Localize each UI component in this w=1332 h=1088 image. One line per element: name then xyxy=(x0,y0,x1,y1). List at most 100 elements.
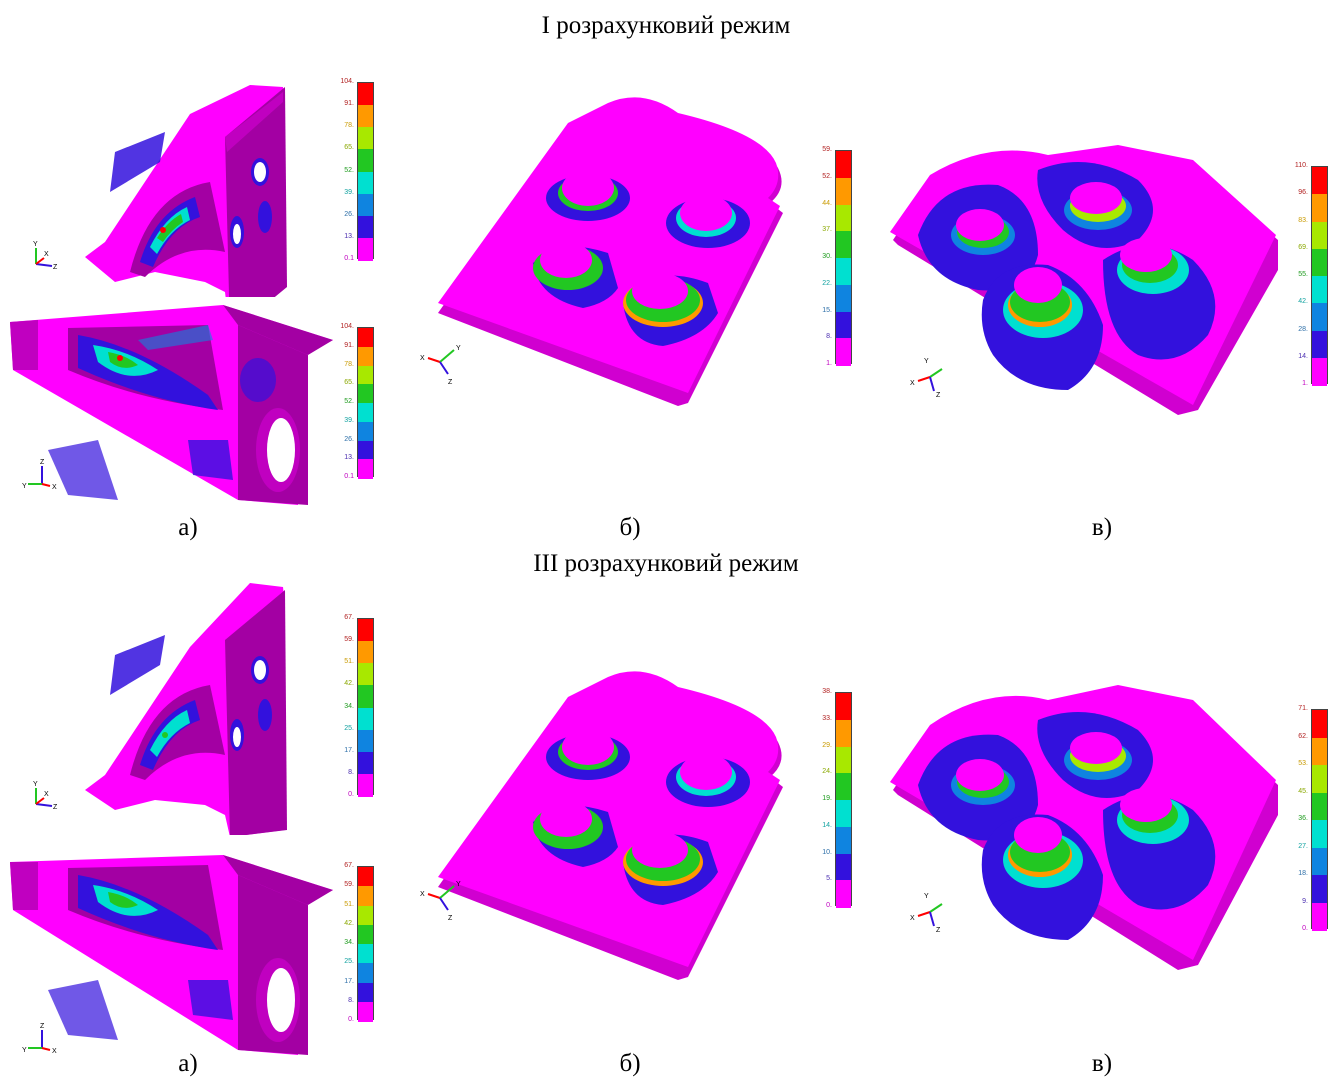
legend-tick-label: 1. xyxy=(826,360,832,367)
legend-color-band xyxy=(1312,167,1327,195)
legend-tick-label: 104. xyxy=(340,78,354,85)
legend-color-band xyxy=(1312,357,1327,386)
caption-b: б) xyxy=(619,1050,641,1077)
legend-tick-label: 17. xyxy=(344,977,354,985)
legend-color-band xyxy=(358,328,373,348)
legend-tick-label: 1. xyxy=(1302,380,1308,387)
legend-color-band xyxy=(358,105,373,128)
caption-a: а) xyxy=(178,514,198,541)
legend-tick-label: 14. xyxy=(822,821,832,829)
legend-color-band xyxy=(1312,765,1327,793)
legend-tick-label: 33. xyxy=(822,714,832,722)
legend-color-bar xyxy=(357,82,374,261)
legend-color-band xyxy=(358,751,373,775)
legend-color-band xyxy=(358,619,373,642)
legend-color-band xyxy=(1312,737,1327,766)
legend-color-band xyxy=(1312,330,1327,359)
legend-tick-label: 52. xyxy=(344,166,354,174)
legend-tick-label: 29. xyxy=(822,741,832,749)
axis-x-label: X xyxy=(52,1048,57,1055)
legend-tick-label: 27. xyxy=(1298,842,1308,850)
legend-color-band xyxy=(358,440,373,460)
legend-tick-label: 8. xyxy=(348,996,354,1004)
legend-tick-label: 13. xyxy=(344,232,354,240)
legend-tick-label: 42. xyxy=(344,680,354,688)
legend-color-band xyxy=(1312,820,1327,848)
axis-x-label: X xyxy=(420,891,425,898)
legend-color-band xyxy=(358,384,373,404)
axis-triad-plate: X Y Z xyxy=(418,878,464,924)
legend-color-band xyxy=(358,215,373,239)
legend-color-band xyxy=(836,800,851,828)
legend-color-band xyxy=(358,729,373,753)
legend-color-band xyxy=(358,773,373,797)
legend-tick-label: 51. xyxy=(344,900,354,908)
axis-z-label: Z xyxy=(448,915,453,922)
legend-tick-label: 13. xyxy=(344,454,354,462)
legend-color-band xyxy=(358,237,373,261)
legend-tick-label: 91. xyxy=(344,341,354,349)
axis-z-label: Z xyxy=(40,1023,45,1030)
legend-tick-label: 83. xyxy=(1298,216,1308,224)
color-legend: 67. 59. 51. 42. 34. 25. 17. 8. 0. xyxy=(318,862,378,1024)
legend-color-bar xyxy=(357,866,374,1022)
legend-color-bar xyxy=(835,150,852,366)
legend-tick-label: 69. xyxy=(1298,243,1308,251)
plate-view-b xyxy=(438,88,808,408)
legend-color-band xyxy=(358,421,373,441)
legend-color-band xyxy=(1312,303,1327,331)
axis-z-label: Z xyxy=(40,459,45,466)
legend-color-band xyxy=(358,1001,373,1022)
legend-color-band xyxy=(358,641,373,664)
legend-color-band xyxy=(836,231,851,259)
color-legend: 59. 52. 44. 37. 30. 22. 15. 8. 1. xyxy=(796,146,856,368)
legend-tick-label: 59. xyxy=(822,146,832,153)
axis-y-label: Y xyxy=(33,781,38,788)
legend-color-band xyxy=(1312,792,1327,821)
axis-triad-side: Y X Z xyxy=(22,240,62,274)
legend-tick-label: 8. xyxy=(348,768,354,776)
legend-color-band xyxy=(358,707,373,731)
color-legend: 104. 91. 78. 65. 52. 39. 26. 13. 0.1 xyxy=(318,323,378,481)
legend-tick-label: 0. xyxy=(1302,925,1308,932)
legend-tick-label: 67. xyxy=(344,614,354,621)
legend-tick-label: 14. xyxy=(1298,352,1308,360)
legend-tick-label: 25. xyxy=(344,958,354,966)
legend-color-band xyxy=(358,685,373,708)
legend-color-band xyxy=(836,284,851,312)
legend-color-bar xyxy=(357,618,374,797)
legend-tick-label: 0. xyxy=(826,902,832,909)
legend-tick-label: 42. xyxy=(1298,298,1308,306)
axis-y-label: Y xyxy=(924,358,929,365)
legend-tick-label: 0. xyxy=(348,1016,354,1023)
legend-tick-label: 18. xyxy=(1298,870,1308,877)
legend-tick-label: 52. xyxy=(344,398,354,405)
legend-tick-label: 24. xyxy=(822,768,832,776)
legend-color-band xyxy=(836,773,851,801)
legend-tick-label: 104. xyxy=(340,323,354,330)
legend-tick-label: 45. xyxy=(1298,787,1308,795)
legend-tick-label: 42. xyxy=(344,919,354,927)
legend-tick-label: 9. xyxy=(1302,897,1308,905)
axis-y-label: Y xyxy=(22,483,27,490)
legend-tick-label: 34. xyxy=(344,939,354,946)
bracket-side-view xyxy=(15,575,335,835)
bracket-bottom-view xyxy=(8,850,338,1055)
legend-color-band xyxy=(1312,875,1327,903)
axis-y-label: Y xyxy=(33,241,38,248)
legend-color-band xyxy=(358,83,373,106)
bracket-bottom-view xyxy=(8,300,338,505)
legend-tick-label: 36. xyxy=(1298,815,1308,822)
legend-tick-label: 19. xyxy=(822,795,832,802)
legend-tick-label: 53. xyxy=(1298,760,1308,767)
legend-tick-label: 65. xyxy=(344,144,354,152)
section-1-title: I розрахунковий режим xyxy=(541,12,791,39)
legend-tick-label: 17. xyxy=(344,746,354,754)
section-2-title: III розрахунковий режим xyxy=(533,550,799,577)
legend-color-band xyxy=(1312,221,1327,250)
legend-color-band xyxy=(836,746,851,774)
plate-view-b xyxy=(438,662,808,982)
legend-color-band xyxy=(358,924,373,945)
legend-color-bar xyxy=(1311,709,1328,931)
legend-tick-label: 39. xyxy=(344,188,354,196)
